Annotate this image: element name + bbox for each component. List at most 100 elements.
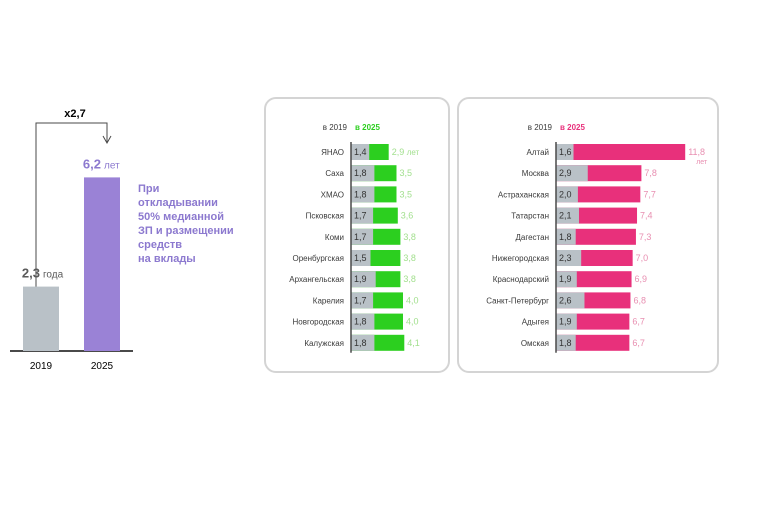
- bar-2019: [23, 286, 59, 351]
- bar-2019: [351, 228, 374, 245]
- bar-2025: [556, 144, 686, 160]
- unit-label-2025: лет: [104, 160, 120, 171]
- bar-2019: [351, 186, 375, 203]
- bar-2019: [351, 144, 370, 160]
- value-label-2019: 2,6: [559, 295, 572, 305]
- region-label: Нижегородская: [492, 254, 549, 263]
- region-label: Дагестан: [516, 233, 550, 242]
- value-label-2025: 3,8: [403, 232, 416, 242]
- bar-2019: [351, 165, 375, 182]
- value-label-2019: 1,7: [354, 211, 367, 221]
- value-label-2025: 3,8: [403, 253, 416, 263]
- bar-2025: [84, 177, 120, 351]
- value-label-2019: 1,9: [354, 274, 367, 284]
- region-label: Архангельская: [289, 275, 344, 284]
- bar-2019: [351, 207, 374, 224]
- savings-note-line: При: [138, 183, 159, 195]
- value-label-2025: 6,9: [635, 274, 648, 284]
- unit-label: лет: [696, 159, 708, 166]
- value-label-2019: 1,4: [354, 147, 367, 157]
- savings-note-line: откладывании: [138, 197, 218, 209]
- bar-2019: [556, 271, 577, 288]
- region-label: Санкт-Петербург: [486, 296, 549, 305]
- value-label-2025: 6,2: [83, 156, 101, 171]
- category-label-2025: 2025: [91, 361, 114, 372]
- regions-high-chart: в 2019 в 2025 Алтай 1,6 11,8 лет Москва 2,9 7,8 А…: [486, 123, 708, 353]
- value-label-2019: 2,1: [559, 211, 572, 221]
- savings-note-line: ЗП и размещении: [138, 225, 234, 237]
- value-label-2019: 2,9: [559, 168, 572, 178]
- value-label-2025: 3,6: [401, 211, 414, 221]
- savings-note-line: на вклады: [138, 253, 196, 265]
- category-label-2019: 2019: [30, 361, 53, 372]
- region-label: Омская: [521, 339, 549, 348]
- region-label: Псковская: [306, 212, 344, 221]
- bar-2019: [351, 292, 374, 309]
- value-label-2025: 7,4: [640, 211, 653, 221]
- multiplier-bracket: [35, 122, 108, 290]
- unit-label: лет: [407, 148, 420, 157]
- bar-2019: [351, 313, 375, 330]
- bar-2019: [556, 313, 577, 330]
- arrow-down-icon: [102, 135, 112, 145]
- value-label-2025: 6,7: [632, 338, 645, 348]
- summary-chart: x2,7 2,3 года 6,2 лет 2019 2025 При откл…: [10, 108, 237, 372]
- region-label: Татарстан: [511, 212, 549, 221]
- value-label-2019: 1,9: [559, 274, 572, 284]
- savings-note-line: средств: [138, 239, 182, 251]
- bar-2019: [351, 334, 375, 351]
- value-label-2019: 1,8: [354, 317, 367, 327]
- value-label-2019: 2,3: [22, 266, 40, 281]
- value-label-2025: 3,5: [400, 168, 413, 178]
- value-label-2019: 1,8: [559, 338, 572, 348]
- legend-label-2019: в 2019: [323, 123, 348, 132]
- bar-2019: [556, 207, 579, 224]
- value-label-2019: 1,8: [354, 338, 367, 348]
- region-label: Краснодарский: [493, 275, 549, 284]
- value-label-2025: 4,0: [406, 317, 419, 327]
- savings-note: При откладывании 50% медианной ЗП и разм…: [138, 183, 237, 265]
- value-label-2019: 1,7: [354, 232, 367, 242]
- value-label-2019: 1,7: [354, 295, 367, 305]
- value-label-2025: 7,8: [644, 168, 657, 178]
- bar-2019: [351, 271, 376, 288]
- value-label-2019: 1,8: [354, 189, 367, 199]
- unit-label-2019: года: [43, 270, 64, 281]
- value-label-2019: 1,5: [354, 253, 367, 263]
- region-label: Адыгея: [522, 318, 549, 327]
- value-label-2025: 4,1: [407, 338, 420, 348]
- bar-2019: [556, 186, 578, 203]
- value-label-2019: 2,3: [559, 253, 572, 263]
- bar-2019: [556, 250, 582, 266]
- value-label-2019: 1,6: [559, 147, 572, 157]
- bar-2019: [556, 165, 588, 182]
- bar-2019: [351, 250, 371, 266]
- value-label-2019: 1,9: [559, 317, 572, 327]
- bar-2019: [556, 292, 585, 309]
- region-label: ЯНАО: [321, 148, 344, 157]
- region-label: Москва: [522, 169, 550, 178]
- region-label: Оренбургская: [292, 254, 344, 263]
- value-label-2025: 7,7: [643, 189, 656, 199]
- region-label: ХМАО: [321, 190, 344, 199]
- regions-low-chart: в 2019 в 2025 ЯНАО 1,4 2,9 лет Саха 1,8 3,5 ХМАО 1…: [289, 123, 420, 353]
- value-label-2025: 6,8: [633, 295, 646, 305]
- value-label-2019: 1,8: [354, 168, 367, 178]
- value-label-2025: 3,8: [403, 274, 416, 284]
- value-label-2025: 11,8: [688, 147, 705, 157]
- bar-2025: [556, 228, 636, 245]
- savings-note-line: 50% медианной: [138, 211, 224, 223]
- multiplier-label: x2,7: [64, 108, 85, 120]
- bar-2019: [556, 144, 574, 160]
- region-label: Коми: [325, 233, 344, 242]
- value-label-2025: 3,5: [400, 189, 413, 199]
- region-label: Новгородская: [292, 318, 344, 327]
- value-label-2025: 7,3: [639, 232, 652, 242]
- bar-2019: [556, 228, 576, 245]
- legend-label-2025: в 2025: [560, 123, 585, 132]
- value-label-2019: 1,8: [559, 232, 572, 242]
- value-label-2019: 2,0: [559, 189, 572, 199]
- legend-label-2019: в 2019: [528, 123, 553, 132]
